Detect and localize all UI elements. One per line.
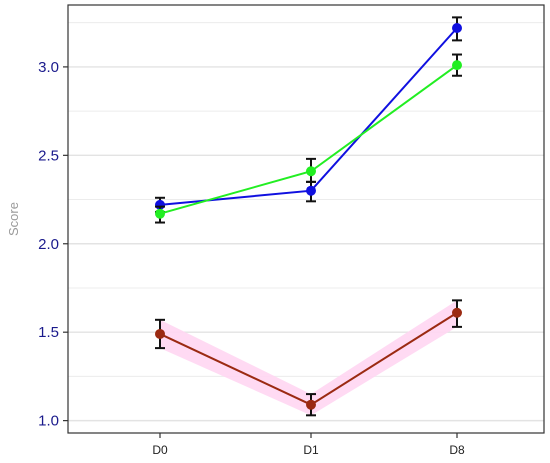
x-tick-label: D0 — [152, 443, 168, 457]
data-point — [452, 22, 462, 33]
data-point — [306, 399, 316, 410]
x-tick-label: D1 — [303, 443, 319, 457]
plot-background — [68, 5, 544, 433]
y-tick-label: 3.0 — [38, 59, 59, 76]
series-2 — [155, 53, 462, 224]
series-group — [155, 16, 462, 417]
y-tick-label: 1.0 — [38, 413, 59, 430]
x-tick-label: D8 — [449, 443, 465, 457]
data-point — [155, 208, 165, 219]
series-3 — [155, 299, 462, 417]
data-point — [155, 328, 165, 339]
axis-group: 1.0 1.5 2.0 2.5 3.0 D0 D1 D8 — [38, 59, 465, 457]
data-point — [452, 307, 462, 318]
y-tick-label: 1.5 — [38, 324, 59, 341]
error-band — [160, 300, 457, 416]
data-point — [452, 60, 462, 71]
data-point — [306, 185, 316, 196]
data-point — [306, 166, 316, 177]
y-tick-label: 2.0 — [38, 236, 59, 253]
grid-lines — [68, 22, 544, 422]
plot-border — [67, 4, 545, 434]
y-tick-label: 2.5 — [38, 147, 59, 164]
y-axis-label: Score — [6, 202, 21, 236]
